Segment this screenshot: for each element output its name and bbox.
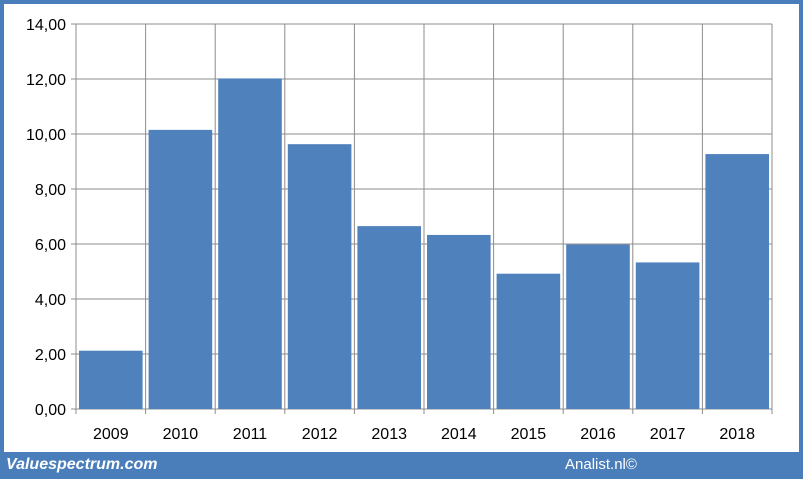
bar [705, 154, 769, 409]
y-tick-label: 6,00 [35, 237, 66, 254]
x-tick-label: 2012 [302, 426, 338, 443]
x-tick-label: 2017 [650, 426, 686, 443]
x-tick-label: 2014 [441, 426, 477, 443]
y-tick-label: 8,00 [35, 182, 66, 199]
bar [218, 78, 282, 409]
bar [79, 350, 143, 409]
y-tick-label: 14,00 [26, 17, 66, 34]
bar [427, 234, 491, 409]
bar [357, 226, 421, 409]
y-tick-label: 4,00 [35, 292, 66, 309]
x-tick-label: 2013 [371, 426, 407, 443]
x-tick-label: 2011 [233, 426, 268, 443]
x-tick-label: 2016 [580, 426, 616, 443]
y-tick-label: 12,00 [26, 72, 66, 89]
x-tick-label: 2015 [511, 426, 547, 443]
y-tick-label: 0,00 [35, 402, 66, 419]
bar-chart: 0,00 2,00 4,00 6,00 8,00 10,00 12,00 14,00 2009 2… [26, 17, 773, 443]
credit-label: Analist.nl© [565, 456, 637, 473]
x-tick-label: 2009 [93, 426, 129, 443]
site-label: Valuespectrum.com [6, 456, 158, 473]
bar [566, 244, 630, 409]
x-tick-label: 2010 [163, 426, 199, 443]
bar [148, 129, 213, 409]
bar [635, 262, 700, 409]
bar [287, 144, 352, 410]
x-tick-label: 2018 [719, 426, 755, 443]
bar [496, 273, 561, 409]
chart-panel: 0,00 2,00 4,00 6,00 8,00 10,00 12,00 14,00 2009 2… [4, 4, 799, 452]
y-tick-label: 10,00 [26, 127, 66, 144]
y-tick-label: 2,00 [35, 347, 66, 364]
